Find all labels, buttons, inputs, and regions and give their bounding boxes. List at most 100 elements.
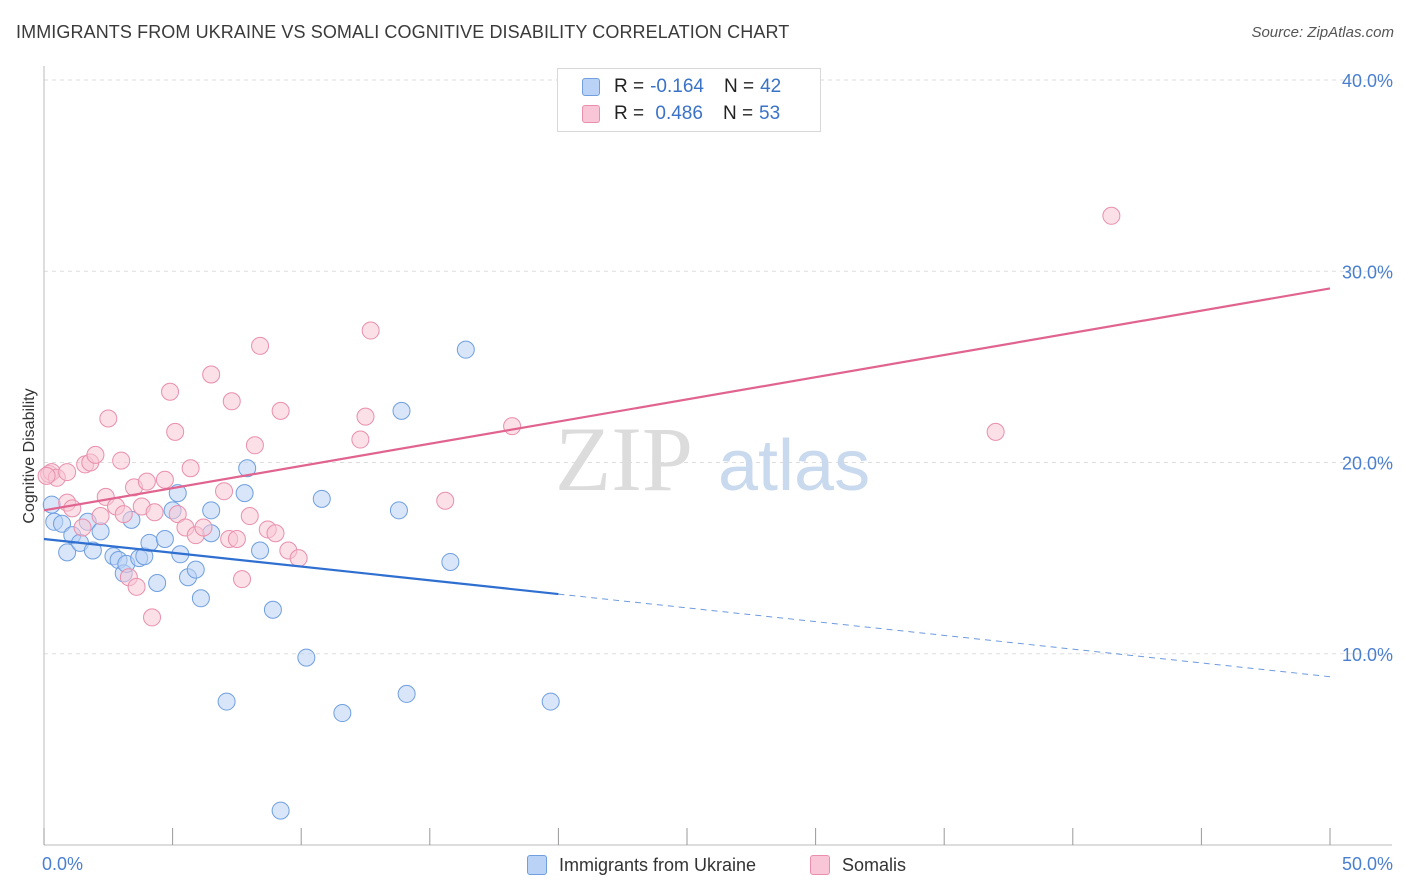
ukraine-trend-line [43,537,559,596]
y-axis-title: Cognitive Disability [21,388,38,523]
somali-swatch [582,105,600,123]
somali-point [361,321,380,340]
somali-point [166,422,185,441]
axes [43,66,1392,846]
somali-point [181,459,200,478]
ukraine-point [456,340,475,359]
somali-point [194,518,213,537]
ukraine-point [58,543,77,562]
n-label: N = [722,103,754,124]
ukraine-point [389,501,408,520]
somali-point [86,445,105,464]
somali-point [145,503,164,522]
somali-point [168,505,187,524]
somali-point [91,507,110,526]
ukraine-legend-swatch [527,855,547,875]
somali-point [127,577,146,596]
n-value: 42 [760,76,782,97]
somali-point [63,499,82,518]
somali-point [137,472,156,491]
somali-point [1102,206,1121,225]
somali-point [251,336,270,355]
ukraine-point [392,401,411,420]
legend-item-ukraine: Immigrants from Ukraine [527,852,756,878]
ukraine-point [155,530,174,548]
legend-label-somalis: Somalis [842,854,907,875]
somali-point [155,470,174,489]
somali-point [58,463,77,482]
n-value: 53 [759,103,781,124]
ukraine-point [263,600,282,619]
somali-point [112,451,131,470]
somali-point [266,524,285,543]
ukraine-point [202,501,221,520]
somali-point [215,482,234,501]
watermark-atlas: atlas [718,426,870,506]
ukraine-point [397,684,416,703]
ukraine-point [148,573,167,592]
somali-point [436,491,455,510]
x-tick-label: 50.0% [1342,854,1393,874]
y-tick-label: 10.0% [1342,645,1393,665]
r-label: R = [614,103,645,124]
n-label: N = [723,76,755,97]
ukraine-point [53,514,72,533]
grid [44,79,1392,655]
ukraine-point [297,648,316,667]
ukraine-point [333,704,352,723]
source-label: Source: ZipAtlas.com [1251,24,1394,41]
ukraine-swatch [582,78,600,96]
y-tick-label: 30.0% [1342,262,1393,282]
ukraine-point [217,692,236,711]
ukraine-point [238,459,257,478]
somali-point [73,518,92,537]
somali-point [202,365,221,384]
somali-point [271,401,290,420]
ukraine-point [541,692,560,711]
ukraine-point [271,801,290,820]
stats-legend: R = -0.164 N = 42 R = 0.486 N = 53 [557,68,821,132]
somali-point [289,549,308,568]
somali-point [503,417,522,436]
data-points [37,206,1121,820]
tick-labels: 10.0% 20.0% 30.0% 40.0% 0.0% 50.0% [42,71,1393,874]
ukraine-point [191,589,210,608]
somali-point [37,466,56,485]
ukraine-trend-extension [558,593,1331,678]
ukraine-point [441,552,460,571]
watermark-zip: ZIP [555,408,693,510]
somali-point [99,409,118,428]
legend-label-ukraine: Immigrants from Ukraine [559,854,757,875]
ukraine-point [91,522,110,541]
somali-point [351,430,370,449]
r-label: R = [614,76,645,97]
somali-point [986,422,1005,441]
r-value: 0.486 [650,103,703,124]
ukraine-point [251,541,270,560]
ukraine-point [186,560,205,579]
chart-title: IMMIGRANTS FROM UKRAINE VS SOMALI COGNIT… [16,22,790,42]
r-value: -0.164 [650,76,704,97]
somali-point [227,530,246,548]
somali-point [114,505,133,524]
watermark: ZIP atlas [555,408,870,510]
legend-row-somali: R = 0.486 N = 53 [582,101,780,127]
trend-lines [43,287,1331,678]
somali-point [356,407,375,426]
somali-point [143,608,162,627]
legend-row-ukraine: R = -0.164 N = 42 [582,74,781,100]
somali-point [222,392,241,411]
ukraine-point [312,489,331,508]
somali-point [245,436,264,455]
somali-legend-swatch [810,855,830,875]
x-tick-label: 0.0% [42,854,83,874]
somali-trend-line [43,287,1331,512]
somali-point [233,570,252,589]
somali-point [240,507,259,526]
somali-point [161,382,180,401]
ukraine-point [235,484,254,503]
y-tick-label: 40.0% [1342,71,1393,91]
legend-item-somalis: Somalis [810,852,906,878]
ukraine-point [83,541,102,560]
